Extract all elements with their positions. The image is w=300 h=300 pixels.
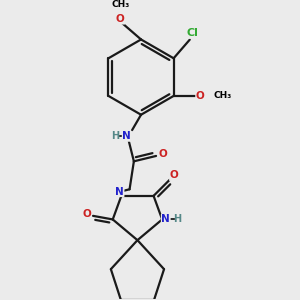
Text: O: O bbox=[196, 91, 205, 101]
Text: O: O bbox=[82, 209, 91, 219]
Text: O: O bbox=[169, 170, 178, 180]
Text: O: O bbox=[116, 14, 124, 24]
Text: CH₃: CH₃ bbox=[214, 92, 232, 100]
Text: N: N bbox=[122, 131, 131, 141]
Text: H: H bbox=[111, 131, 119, 141]
Text: N: N bbox=[161, 214, 170, 224]
Text: O: O bbox=[158, 149, 167, 159]
Text: Cl: Cl bbox=[187, 28, 199, 38]
Text: N: N bbox=[115, 187, 124, 196]
Text: H: H bbox=[173, 214, 181, 224]
Text: CH₃: CH₃ bbox=[111, 0, 129, 9]
